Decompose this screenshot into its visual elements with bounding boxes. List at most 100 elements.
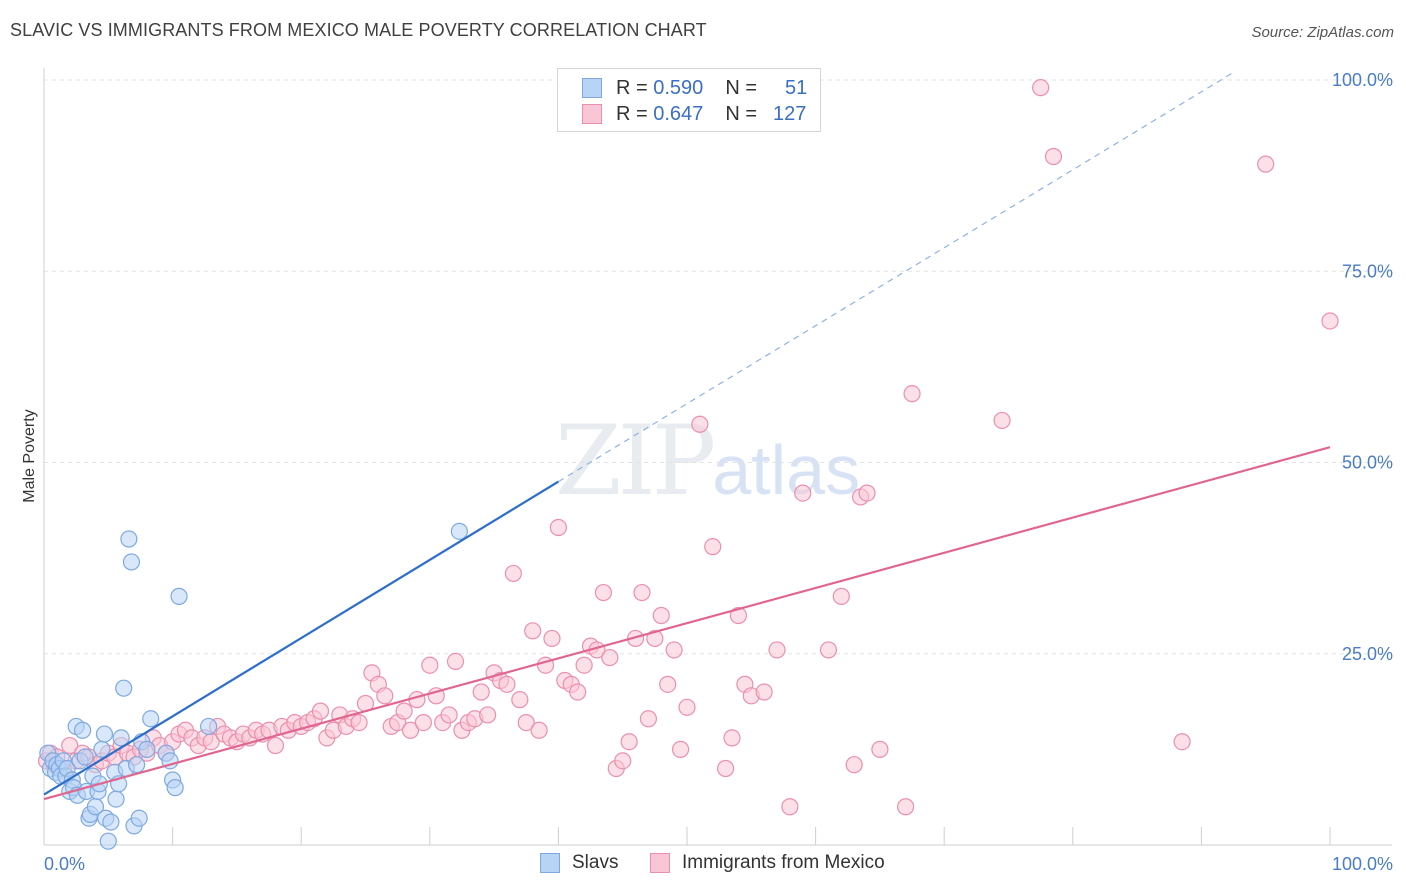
data-point	[575, 656, 593, 674]
data-point	[395, 702, 413, 720]
chart-title: SLAVIC VS IMMIGRANTS FROM MEXICO MALE PO…	[10, 20, 707, 40]
data-point	[755, 683, 773, 701]
data-point	[76, 748, 94, 766]
trend-extension-slavs	[558, 71, 1234, 483]
data-point	[61, 736, 79, 755]
watermark-atlas: atlas	[712, 431, 861, 509]
data-point	[543, 629, 561, 648]
trend-line-slavs	[43, 480, 559, 796]
n-label: N =	[725, 102, 757, 125]
y-tick-label: 100.0%	[1332, 70, 1393, 90]
data-point	[530, 721, 548, 739]
data-point	[1173, 733, 1191, 751]
legend-item-mexico[interactable]: Immigrants from Mexico	[650, 852, 885, 874]
series-slavs	[39, 522, 468, 850]
data-point	[517, 713, 535, 732]
r-label: R =	[616, 76, 648, 99]
data-point	[678, 698, 696, 716]
legend-item-slavs[interactable]: Slavs	[540, 852, 618, 874]
data-point	[446, 652, 465, 671]
mexico-swatch	[582, 104, 602, 124]
source-label: Source: ZipAtlas.com	[1251, 24, 1394, 41]
data-point	[620, 733, 638, 751]
data-point	[646, 629, 664, 648]
data-point	[376, 687, 394, 705]
data-point	[112, 729, 130, 747]
data-point	[993, 411, 1011, 430]
r-value: 0.590	[653, 76, 704, 99]
slavs-swatch	[582, 78, 602, 98]
slavs-legend-swatch	[540, 853, 560, 873]
data-point	[127, 756, 146, 774]
data-point	[871, 740, 889, 758]
data-point	[832, 587, 850, 605]
r-label: R =	[616, 102, 648, 125]
data-point	[729, 606, 748, 625]
series-legend: Slavs Immigrants from Mexico	[0, 852, 1406, 878]
data-point	[130, 809, 148, 827]
data-point	[311, 702, 330, 720]
data-point	[511, 691, 529, 709]
axes	[43, 68, 1392, 846]
trend-lines	[43, 71, 1331, 801]
correlation-legend: R = 0.590 N = 51 R = 0.647 N = 127	[557, 68, 821, 132]
data-point	[350, 713, 368, 732]
data-point	[652, 606, 670, 625]
tick-labels: 25.0% 50.0% 75.0% 100.0% 0.0% 100.0%	[44, 70, 1393, 874]
y-tick-label: 75.0%	[1342, 261, 1393, 281]
data-point	[200, 717, 218, 736]
data-point	[794, 484, 812, 502]
data-point	[142, 710, 160, 728]
data-point	[659, 675, 677, 693]
data-point	[170, 587, 188, 605]
data-point	[903, 385, 921, 403]
data-point	[138, 740, 156, 758]
data-point	[450, 522, 468, 540]
y-tick-label: 50.0%	[1342, 453, 1393, 473]
legend-label-mexico: Immigrants from Mexico	[682, 852, 885, 873]
y-axis-label: Male Poverty	[21, 409, 38, 502]
data-point	[498, 675, 516, 693]
data-point	[897, 798, 915, 816]
data-point	[614, 752, 632, 770]
r-value: 0.647	[653, 102, 704, 125]
n-value: 51	[785, 76, 808, 99]
data-point	[120, 530, 138, 548]
data-point	[716, 759, 735, 778]
data-point	[601, 648, 619, 667]
data-point	[819, 641, 838, 659]
watermark: ZIPatlas	[555, 405, 860, 517]
x-tick-label: 0.0%	[44, 854, 85, 874]
n-value: 127	[773, 102, 807, 125]
data-point	[671, 740, 690, 758]
data-point	[414, 713, 432, 732]
data-point	[1044, 147, 1063, 166]
data-point	[845, 756, 863, 774]
gridlines	[44, 79, 1392, 655]
trend-line-mexico	[43, 446, 1331, 801]
data-point	[166, 779, 184, 797]
data-point	[102, 813, 120, 831]
data-point	[691, 415, 709, 433]
mexico-legend-swatch	[650, 853, 670, 873]
data-point	[99, 832, 117, 850]
data-point	[73, 721, 92, 739]
data-point	[1257, 155, 1275, 173]
data-point	[704, 538, 722, 556]
data-point	[479, 706, 497, 724]
data-point	[107, 790, 125, 808]
data-point	[524, 622, 542, 640]
legend-row-mexico: R = 0.647 N = 127	[582, 101, 806, 127]
data-point	[1321, 312, 1339, 330]
series-immigrants-from-mexico	[37, 79, 1339, 816]
data-point	[440, 706, 458, 724]
data-point	[723, 729, 741, 747]
data-point	[266, 736, 285, 755]
data-point	[639, 710, 658, 728]
data-point	[122, 553, 141, 571]
data-point	[549, 518, 568, 537]
data-point	[665, 641, 683, 659]
data-point	[594, 583, 613, 602]
y-tick-label: 25.0%	[1342, 644, 1393, 664]
